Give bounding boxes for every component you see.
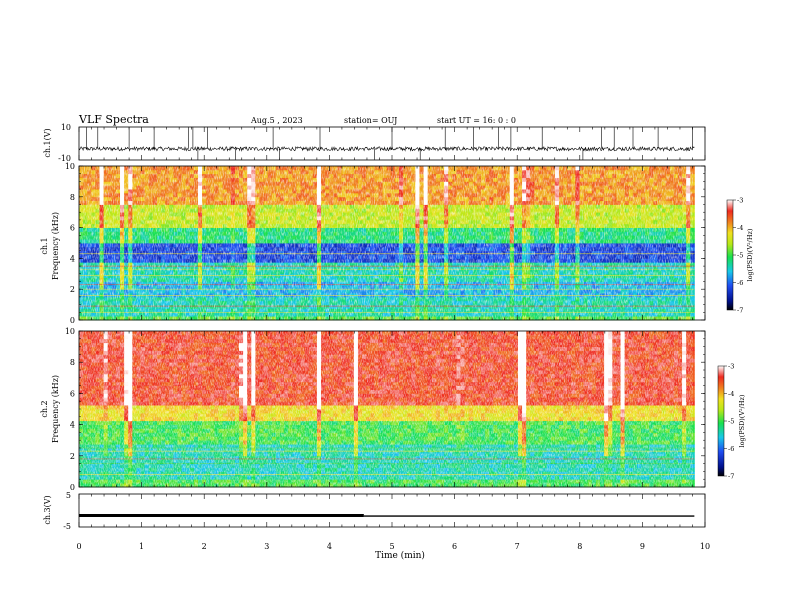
ch1-waveform-trace [78,127,695,160]
ch1-waveform-ylabel: ch.1(V) [43,128,52,157]
date-label: Aug.5 , 2023 [250,116,303,125]
figure-title: VLF Spectra [78,113,149,126]
ch1-waveform-ticks [78,127,706,160]
ch1-ytick-bottom: -10 [58,154,71,163]
station-label: station= OUJ [344,116,397,125]
start-time-label: start UT = 16: 0 : 0 [437,116,516,125]
ch1-waveform-panel: 10 -10 ch.1(V) [43,123,706,163]
ch1-ytick-top: 10 [61,123,71,132]
